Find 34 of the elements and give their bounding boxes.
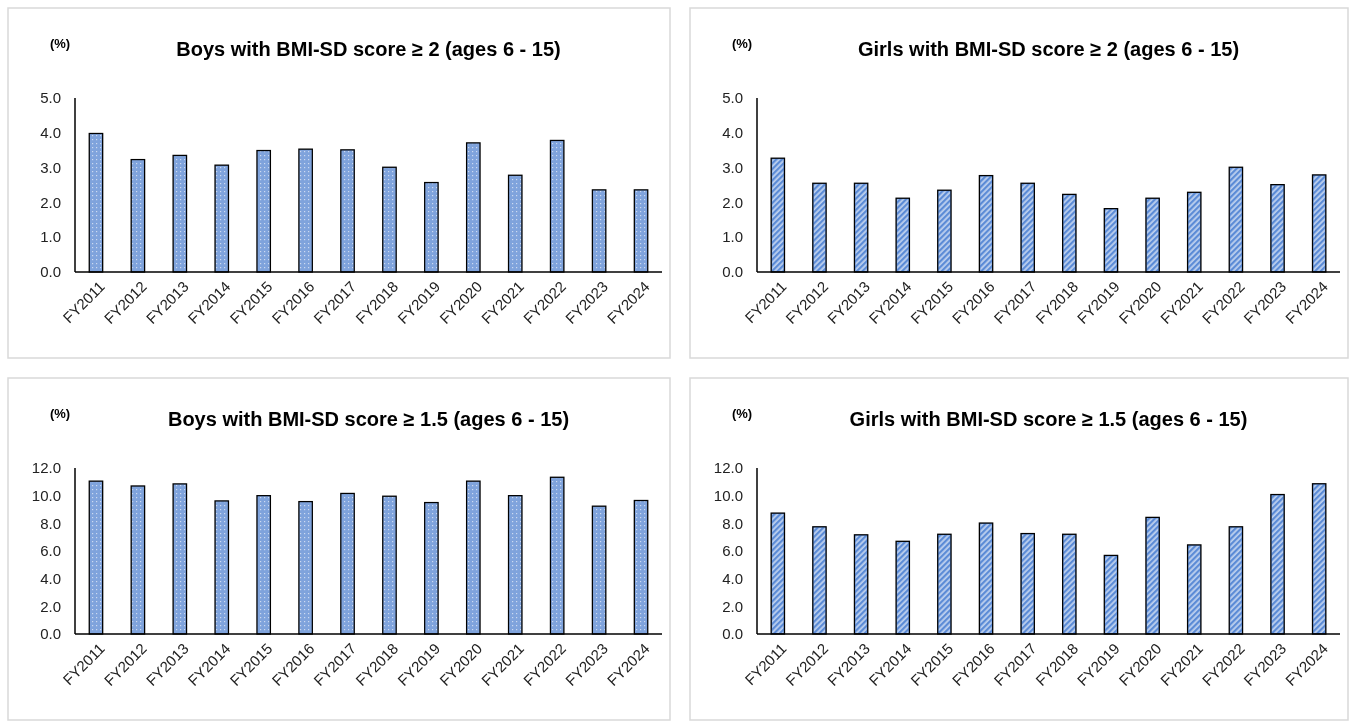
y-axis-title: (%) [731,406,753,421]
y-tick-label: 1.0 [722,228,743,246]
chart-title: Girls with BMI-SD score ≥ 1.5 (ages 6 - 15) [849,408,1248,430]
y-tick-label: 10.0 [713,486,743,504]
y-tick-label: 2.0 [722,597,743,615]
chart-title: Boys with BMI-SD score ≥ 2 (ages 6 - 15) [176,38,561,60]
y-tick-label: 2.0 [722,193,743,211]
y-tick-label: 5.0 [40,89,61,107]
y-tick-label: 6.0 [722,542,743,560]
y-tick-label: 8.0 [40,514,61,532]
y-axis-title: (%) [731,36,753,51]
chart-title: Girls with BMI-SD score ≥ 2 (ages 6 - 15) [857,38,1240,60]
y-tick-label: 4.0 [40,569,61,587]
y-tick-label: 8.0 [722,514,743,532]
y-tick-label: 4.0 [722,569,743,587]
y-tick-label: 1.0 [40,228,61,246]
y-tick-label: 3.0 [40,158,61,176]
y-tick-label: 0.0 [40,263,61,281]
y-axis-title: (%) [49,36,71,51]
y-tick-label: 10.0 [31,486,61,504]
y-axis-title: (%) [49,406,71,421]
y-tick-label: 12.0 [31,459,61,477]
y-tick-label: 12.0 [713,459,743,477]
y-tick-label: 0.0 [722,625,743,643]
y-tick-label: 2.0 [40,193,61,211]
y-tick-label: 2.0 [40,597,61,615]
y-tick-label: 0.0 [40,625,61,643]
y-tick-label: 3.0 [722,158,743,176]
chart-title: Boys with BMI-SD score ≥ 1.5 (ages 6 - 15) [167,408,570,430]
y-tick-label: 6.0 [40,542,61,560]
y-tick-label: 4.0 [40,124,61,142]
y-tick-label: 0.0 [722,263,743,281]
y-tick-label: 4.0 [722,124,743,142]
y-tick-label: 5.0 [722,89,743,107]
